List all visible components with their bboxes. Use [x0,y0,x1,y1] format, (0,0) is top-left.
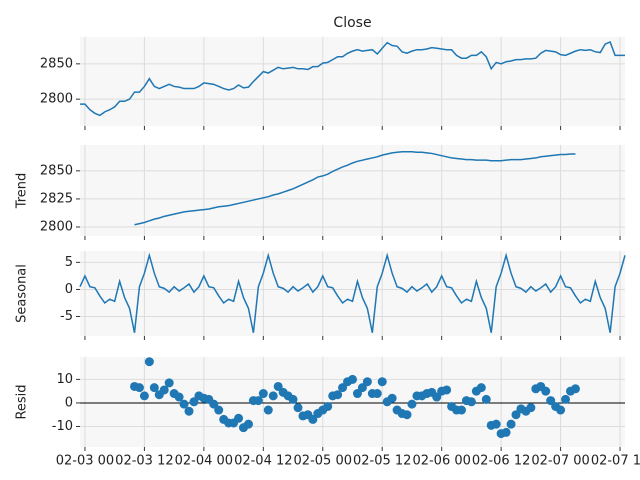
data-point [442,385,452,395]
y-tick-label: 0 [65,282,73,297]
y-tick-label: 2850 [40,56,73,71]
data-point [144,357,154,367]
data-point [293,403,303,413]
data-line [134,150,576,226]
data-point [243,419,253,429]
x-tick-label: 02-07 12 [591,454,640,469]
data-point [333,390,343,400]
data-point [164,378,174,388]
x-tick-label: 02-03 12 [115,454,173,469]
data-point [139,391,149,401]
x-tick-label: 02-04 00 [175,454,233,469]
y-tick-label: 2850 [40,163,73,178]
data-line [80,40,625,117]
data-point [402,410,412,420]
x-tick-label: 02-05 12 [353,454,411,469]
data-point [214,405,224,415]
data-point [556,405,566,415]
x-tick-label: 02-05 00 [294,454,352,469]
data-point [134,383,144,393]
data-point [268,391,278,401]
data-point [570,384,580,394]
data-point [189,397,199,407]
data-point [432,392,442,402]
data-point [372,389,382,399]
data-point [466,397,476,407]
chart-title: Close [333,15,371,31]
data-point [209,399,219,409]
data-point [179,399,189,409]
data-point [501,427,511,437]
data-point [491,419,501,429]
y-tick-label: 2800 [40,220,73,235]
y-axis-label: Trend [15,173,30,210]
y-tick-label: -10 [52,419,73,434]
plot-area [80,251,625,336]
data-point [457,405,466,415]
x-tick-label: 02-06 00 [412,454,470,469]
data-point [174,392,184,402]
data-point [377,377,387,387]
data-point [273,381,283,391]
data-point [546,396,556,406]
data-point [308,414,318,424]
data-point [357,383,367,393]
data-point [234,413,244,423]
data-point [263,405,273,415]
data-point [253,396,263,406]
data-point [149,383,159,393]
y-tick-label: 10 [56,372,73,387]
y-tick-label: 2800 [40,92,73,107]
data-point [481,394,491,404]
data-point [348,374,357,384]
y-tick-label: 2825 [40,191,73,206]
plot-area [80,357,625,447]
y-axis-label: Resid [15,384,30,419]
data-point [288,394,298,404]
data-point [159,385,169,395]
data-point [184,406,194,416]
data-point [352,389,362,399]
plot-area [80,145,625,236]
x-tick-label: 02-04 12 [234,454,292,469]
data-point [338,383,348,393]
x-tick-label: 02-06 12 [472,454,530,469]
y-tick-label: 0 [65,395,73,410]
data-point [258,389,268,399]
x-tick-label: 02-03 00 [56,454,114,469]
data-point [323,401,333,411]
data-point [506,419,516,429]
data-point [407,399,417,409]
data-point [541,386,551,396]
data-line [79,252,626,333]
y-axis-label: Seasonal [15,264,30,323]
x-tick-label: 02-07 00 [531,454,589,469]
data-point [387,393,397,403]
y-tick-label: 5 [65,255,73,270]
y-tick-label: -5 [60,309,73,324]
data-point [476,383,486,393]
data-point [511,410,521,420]
data-point [526,403,536,413]
data-point [362,377,372,387]
data-point [561,394,571,404]
